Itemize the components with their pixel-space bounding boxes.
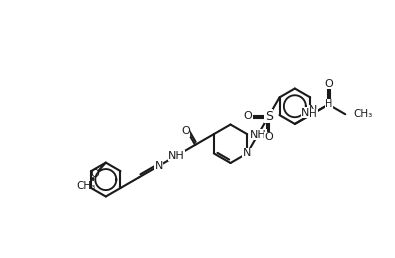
Text: CH₃: CH₃ <box>76 181 96 191</box>
Text: N: N <box>301 108 310 118</box>
Text: N: N <box>309 106 318 116</box>
Text: H: H <box>325 99 333 109</box>
Text: H: H <box>309 109 317 119</box>
Text: NH: NH <box>250 130 266 140</box>
Text: O: O <box>324 79 333 89</box>
Text: S: S <box>265 110 273 123</box>
Text: O: O <box>264 132 273 142</box>
Text: N: N <box>154 161 163 171</box>
Text: NH: NH <box>168 151 185 161</box>
Text: O: O <box>244 111 252 121</box>
Text: O: O <box>90 169 100 179</box>
Text: O: O <box>181 126 190 136</box>
Text: N: N <box>243 148 251 158</box>
Text: CH₃: CH₃ <box>353 109 372 119</box>
